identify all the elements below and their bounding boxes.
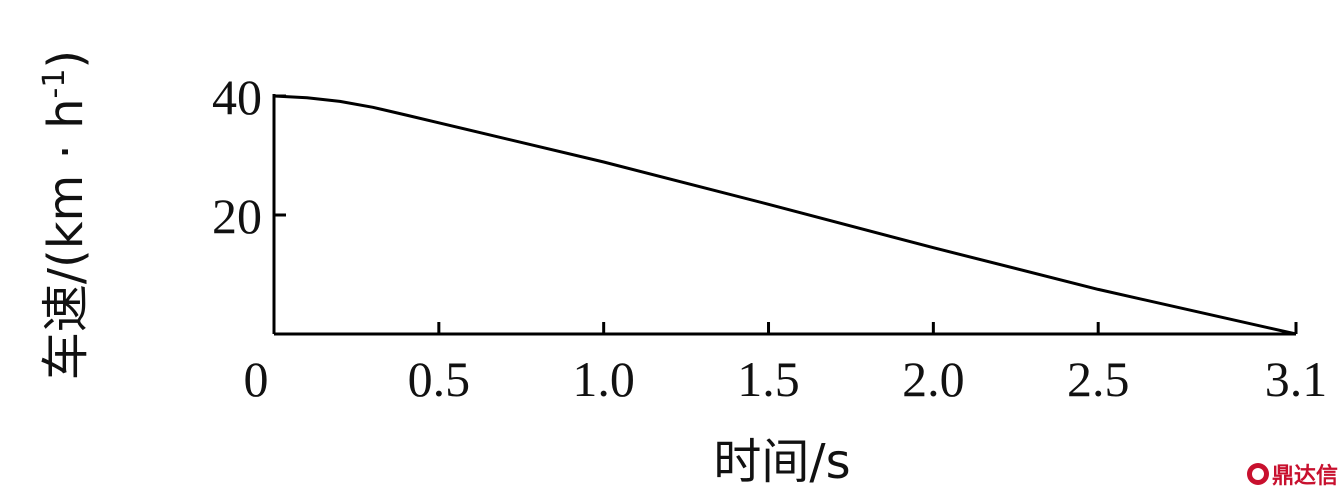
y-axis-title-sup: -1	[37, 69, 72, 99]
x-tick-label: 2.5	[1067, 351, 1130, 407]
watermark-text: 鼎达信	[1271, 464, 1338, 489]
logo-circle-icon	[1246, 463, 1269, 485]
x-tick-label: 3.1	[1265, 351, 1328, 407]
x-tick-label: 2.0	[902, 351, 965, 407]
watermark: 鼎达信	[1246, 458, 1338, 490]
x-tick-label: 1.0	[572, 351, 635, 407]
x-axis-title: 时间/s	[713, 434, 850, 490]
y-axis-title: 车速/(km · h-1)	[37, 50, 94, 380]
y-tick-label: 20	[212, 188, 262, 244]
speed-series-line	[273, 94, 1297, 336]
origin-label: 0	[244, 351, 269, 407]
y-axis-title-close: )	[38, 50, 94, 69]
series	[273, 94, 1297, 336]
tick-labels: 0.5 1.0 1.5 2.0 2.5 3.1 0 20 40	[212, 69, 1327, 407]
x-tick-label: 0.5	[408, 351, 471, 407]
x-tick-label: 1.5	[737, 351, 800, 407]
y-axis-title-main: 车速/(km · h	[38, 99, 94, 381]
y-tick-label: 40	[212, 69, 262, 125]
